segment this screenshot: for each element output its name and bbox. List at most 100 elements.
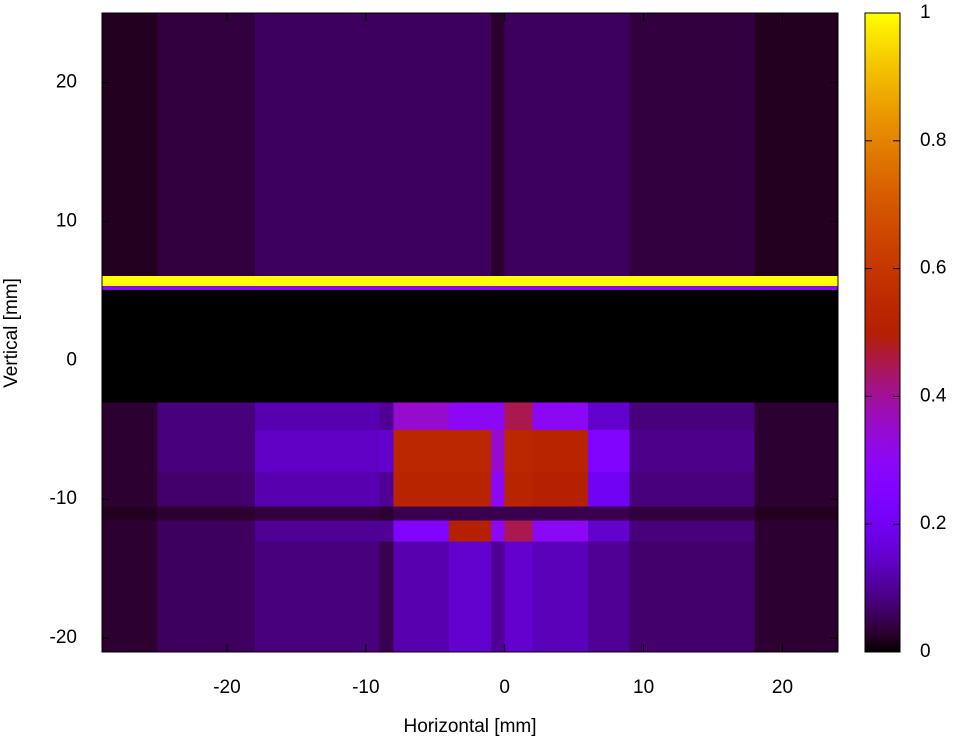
- heatmap-cell: [379, 285, 395, 290]
- heatmap-cell: [504, 289, 533, 403]
- heatmap-cell: [629, 520, 756, 542]
- y-tick-label: 20: [56, 71, 77, 92]
- heatmap-cell: [504, 285, 533, 290]
- heatmap-cell: [157, 429, 256, 472]
- heatmap-cell: [629, 285, 756, 290]
- heatmap-cell: [379, 540, 395, 653]
- heatmap-cell: [532, 429, 589, 472]
- heatmap-cell: [588, 520, 631, 542]
- heatmap-cell: [102, 506, 159, 521]
- heatmap-cell: [157, 285, 256, 290]
- heatmap-cell: [754, 13, 839, 277]
- heatmap-cell: [532, 540, 589, 653]
- heatmap-cell: [157, 540, 256, 653]
- heatmap-cell: [504, 401, 533, 431]
- heatmap-cell: [393, 275, 450, 286]
- heatmap-cell: [102, 429, 159, 472]
- heatmap-cell: [490, 275, 506, 286]
- heatmap-cell: [629, 506, 756, 521]
- colorbar-tick-label: 1: [920, 2, 931, 23]
- heatmap-cell: [490, 285, 506, 290]
- heatmap-cell: [532, 275, 589, 286]
- heatmap-cell: [157, 401, 256, 431]
- colorbar-tick-label: 0.8: [920, 130, 946, 151]
- heatmap-cell: [393, 401, 450, 431]
- heatmap-cell: [504, 13, 533, 277]
- heatmap-cell: [449, 285, 492, 290]
- heatmap-cell: [102, 401, 159, 431]
- heatmap-cell: [379, 289, 395, 403]
- heatmap-cell: [754, 289, 839, 403]
- heatmap-cell: [379, 520, 395, 542]
- heatmap-cell: [754, 506, 839, 521]
- heatmap-cell: [629, 540, 756, 653]
- heatmap-cell: [504, 506, 533, 521]
- heatmap-cell: [102, 13, 159, 277]
- heatmap-cell: [490, 540, 506, 653]
- heatmap-cell: [490, 520, 506, 542]
- heatmap-cell: [254, 429, 381, 472]
- heatmap-cell: [379, 471, 395, 507]
- heatmap-cell: [254, 275, 381, 286]
- heatmap-cell: [754, 471, 839, 507]
- heatmap-cell: [588, 471, 631, 507]
- heatmap-cell: [393, 289, 450, 403]
- heatmap-cell: [379, 506, 395, 521]
- heatmap-cell: [102, 275, 159, 286]
- heatmap-cell: [588, 429, 631, 472]
- colorbar-tick-label: 0.6: [920, 258, 946, 279]
- y-axis-label: Vertical [mm]: [1, 278, 22, 388]
- heatmap-cell: [449, 13, 492, 277]
- colorbar-tick-label: 0.2: [920, 513, 946, 534]
- heatmap-cell: [588, 289, 631, 403]
- heatmap-cell: [254, 506, 381, 521]
- heatmap-cell: [254, 471, 381, 507]
- heatmap-cell: [754, 285, 839, 290]
- heatmap-cell: [504, 471, 533, 507]
- heatmap-cell: [504, 275, 533, 286]
- heatmap-cell: [449, 520, 492, 542]
- heatmap-cell: [393, 429, 450, 472]
- heatmap-cell: [102, 520, 159, 542]
- heatmap-cell: [490, 471, 506, 507]
- plot-frame: [101, 12, 839, 653]
- heatmap-cell: [449, 275, 492, 286]
- heatmap-cell: [504, 429, 533, 472]
- heatmap-cell: [157, 471, 256, 507]
- heatmap-cell: [157, 289, 256, 403]
- heatmap-cell: [629, 275, 756, 286]
- heatmap-cell: [504, 520, 533, 542]
- heatmap-cell: [588, 506, 631, 521]
- heatmap-cell: [532, 401, 589, 431]
- heatmap-cell: [254, 520, 381, 542]
- heatmap-cell: [157, 506, 256, 521]
- heatmap-cell: [254, 285, 381, 290]
- heatmap-cell: [754, 520, 839, 542]
- heatmap-cell: [754, 429, 839, 472]
- heatmap-cell: [393, 540, 450, 653]
- colorbar: [864, 12, 901, 653]
- y-tick-label: 10: [56, 210, 77, 231]
- heatmap-cell: [449, 471, 492, 507]
- heatmap-cell: [504, 540, 533, 653]
- heatmap-cell: [379, 401, 395, 431]
- heatmap-cell: [588, 401, 631, 431]
- heatmap-cell: [157, 520, 256, 542]
- heatmap-cell: [379, 275, 395, 286]
- heatmap-cell: [449, 429, 492, 472]
- x-tick-label: 0: [499, 677, 510, 698]
- heatmap-cell: [629, 471, 756, 507]
- colorbar-tick-label: 0: [920, 641, 931, 662]
- heatmap-cell: [393, 285, 450, 290]
- heatmap-cell: [588, 13, 631, 277]
- heatmap-cell: [102, 471, 159, 507]
- heatmap-cell: [754, 401, 839, 431]
- heatmap-cell: [449, 401, 492, 431]
- heatmap-cell: [532, 506, 589, 521]
- heatmap-cell: [449, 506, 492, 521]
- x-tick-label: 20: [772, 677, 793, 698]
- heatmap-cell: [157, 13, 256, 277]
- heatmap-cell: [254, 540, 381, 653]
